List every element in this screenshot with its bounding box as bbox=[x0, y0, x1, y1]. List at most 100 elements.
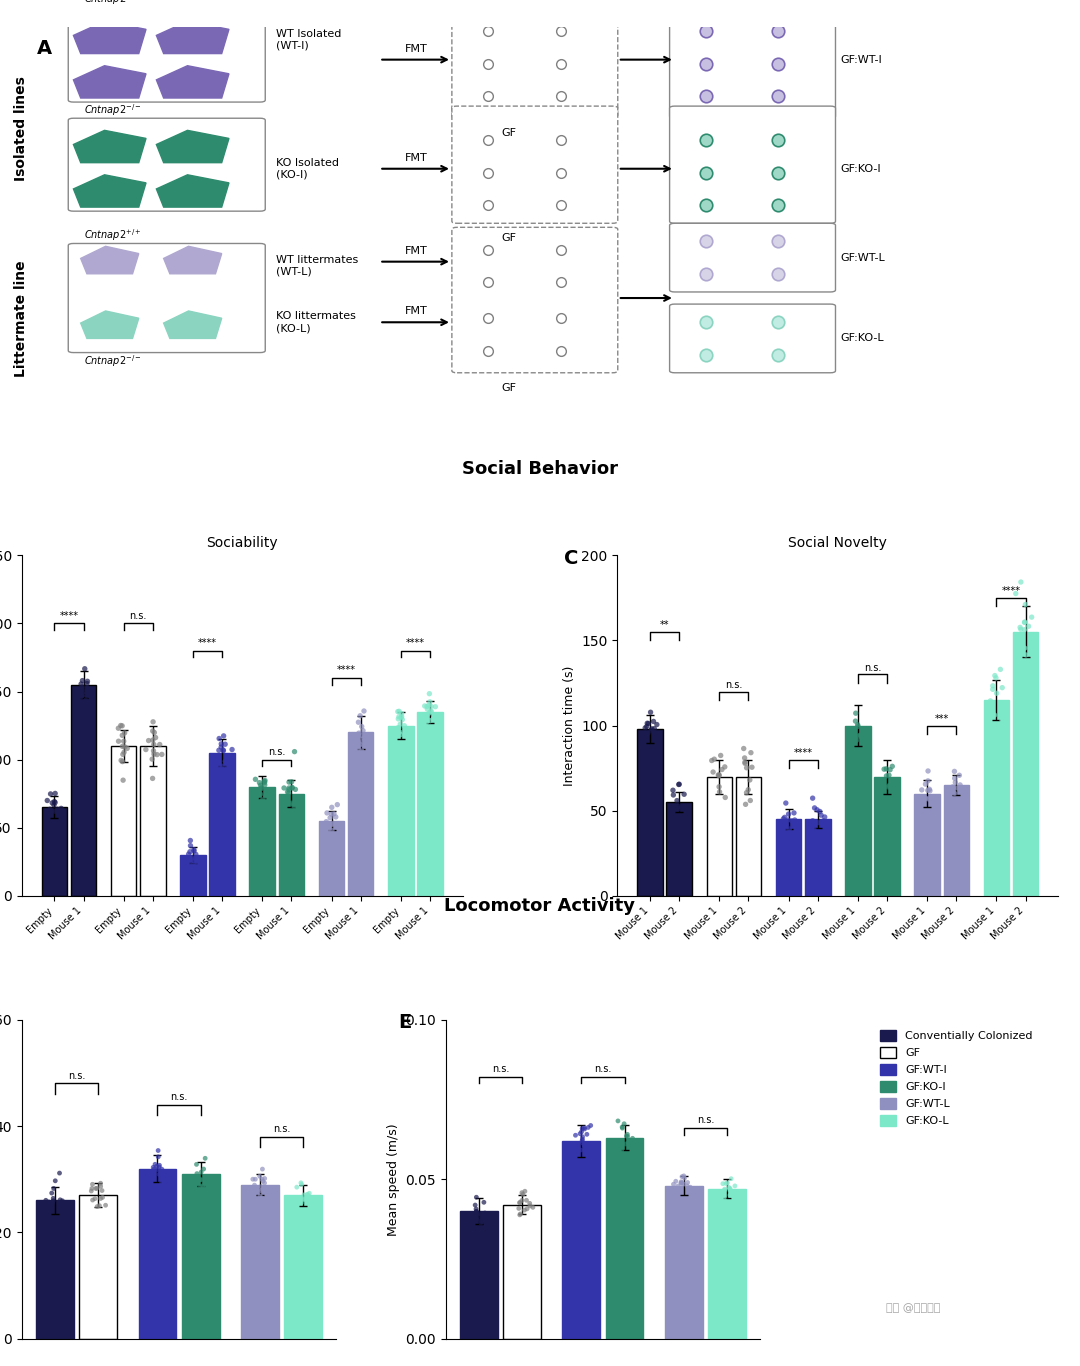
Point bbox=[215, 739, 232, 761]
Point bbox=[645, 710, 662, 732]
Text: $Cntnap2^{+/+}$: $Cntnap2^{+/+}$ bbox=[84, 228, 141, 243]
Point bbox=[189, 851, 206, 873]
FancyBboxPatch shape bbox=[670, 223, 836, 292]
Point bbox=[522, 1195, 539, 1217]
Point bbox=[674, 1172, 691, 1194]
Point bbox=[275, 777, 293, 799]
Point bbox=[648, 727, 665, 749]
Point bbox=[1016, 612, 1034, 634]
Point bbox=[471, 1202, 488, 1224]
Point bbox=[512, 1203, 529, 1225]
Point bbox=[321, 816, 338, 837]
Point bbox=[735, 738, 753, 759]
Text: $Cntnap2^{+/+}$: $Cntnap2^{+/+}$ bbox=[84, 0, 141, 7]
Point bbox=[286, 740, 303, 762]
Point bbox=[422, 695, 440, 717]
Point bbox=[92, 1187, 109, 1209]
Point bbox=[418, 695, 435, 717]
Point bbox=[145, 710, 162, 732]
Point bbox=[149, 1139, 166, 1161]
Point bbox=[45, 794, 63, 816]
Point bbox=[883, 755, 901, 777]
Point bbox=[927, 787, 944, 809]
Point bbox=[673, 1165, 690, 1187]
FancyBboxPatch shape bbox=[68, 10, 266, 102]
Point bbox=[848, 729, 865, 751]
Polygon shape bbox=[81, 311, 138, 339]
Point bbox=[786, 809, 804, 831]
Point bbox=[573, 1130, 591, 1152]
Point bbox=[39, 790, 56, 811]
Point bbox=[1012, 619, 1029, 641]
Point bbox=[420, 694, 437, 716]
Point bbox=[280, 779, 297, 800]
Point bbox=[256, 769, 273, 791]
Polygon shape bbox=[157, 175, 229, 208]
Bar bbox=[111, 746, 136, 896]
Point bbox=[987, 719, 1004, 740]
Point bbox=[53, 798, 70, 820]
Bar bbox=[249, 787, 275, 896]
Point bbox=[247, 787, 265, 809]
Point bbox=[253, 777, 270, 799]
Point bbox=[72, 680, 90, 702]
Point bbox=[192, 1161, 210, 1183]
Point bbox=[211, 755, 228, 777]
Point bbox=[258, 783, 275, 805]
Point bbox=[742, 790, 759, 811]
Point bbox=[723, 1191, 740, 1213]
Point bbox=[665, 1173, 683, 1195]
Point bbox=[853, 724, 870, 746]
Text: GF:WT-I: GF:WT-I bbox=[840, 55, 882, 64]
Point bbox=[670, 773, 687, 795]
Point bbox=[518, 1198, 536, 1220]
Point bbox=[919, 759, 936, 781]
Point bbox=[1016, 594, 1034, 616]
Point bbox=[617, 1132, 634, 1154]
Point bbox=[511, 1193, 528, 1214]
Point bbox=[806, 796, 823, 818]
Point bbox=[580, 1116, 597, 1138]
Text: A: A bbox=[37, 40, 52, 59]
Point bbox=[77, 683, 94, 705]
Point bbox=[186, 850, 203, 872]
Polygon shape bbox=[73, 175, 146, 208]
Point bbox=[950, 765, 968, 787]
Point bbox=[395, 714, 413, 736]
Point bbox=[187, 847, 204, 869]
Point bbox=[345, 728, 362, 750]
Point bbox=[949, 790, 967, 811]
Point bbox=[283, 777, 300, 799]
Point bbox=[150, 1156, 167, 1177]
Point bbox=[246, 1175, 264, 1197]
Point bbox=[351, 734, 368, 755]
Point bbox=[145, 740, 162, 762]
Point bbox=[46, 783, 64, 805]
Point bbox=[524, 1197, 541, 1218]
Point bbox=[350, 764, 367, 785]
Point bbox=[572, 1121, 590, 1143]
Point bbox=[951, 775, 969, 796]
Bar bbox=[606, 1138, 644, 1339]
Point bbox=[323, 803, 340, 825]
Point bbox=[72, 686, 90, 708]
Point bbox=[481, 1209, 498, 1231]
Text: n.s.: n.s. bbox=[491, 1064, 509, 1074]
Point bbox=[987, 667, 1004, 688]
Point bbox=[323, 796, 340, 818]
Point bbox=[468, 1198, 485, 1220]
Point bbox=[712, 744, 729, 766]
Point bbox=[146, 721, 163, 743]
Point bbox=[846, 719, 863, 740]
Point bbox=[719, 1172, 737, 1194]
Point bbox=[619, 1126, 636, 1147]
Point bbox=[514, 1183, 531, 1205]
Point bbox=[711, 765, 728, 787]
Point bbox=[216, 734, 233, 755]
Polygon shape bbox=[73, 22, 146, 53]
Point bbox=[1016, 611, 1034, 632]
Text: GF:KO-I: GF:KO-I bbox=[840, 164, 881, 173]
Point bbox=[916, 787, 933, 809]
Point bbox=[254, 1179, 271, 1201]
Point bbox=[53, 1193, 70, 1214]
